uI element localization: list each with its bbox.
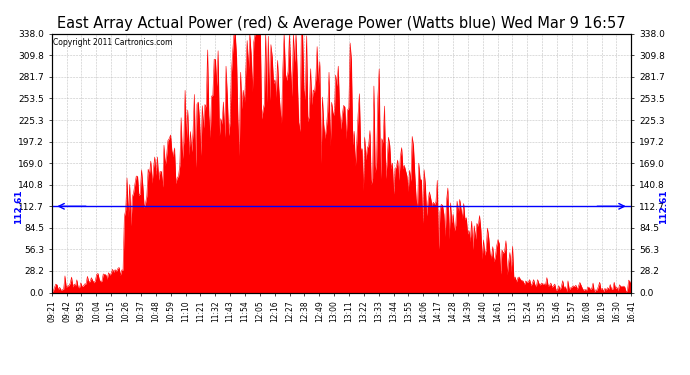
Text: Copyright 2011 Cartronics.com: Copyright 2011 Cartronics.com: [53, 38, 172, 46]
Text: 112.61: 112.61: [659, 189, 668, 224]
Title: East Array Actual Power (red) & Average Power (Watts blue) Wed Mar 9 16:57: East Array Actual Power (red) & Average …: [57, 16, 626, 31]
Text: 112.61: 112.61: [14, 189, 23, 224]
